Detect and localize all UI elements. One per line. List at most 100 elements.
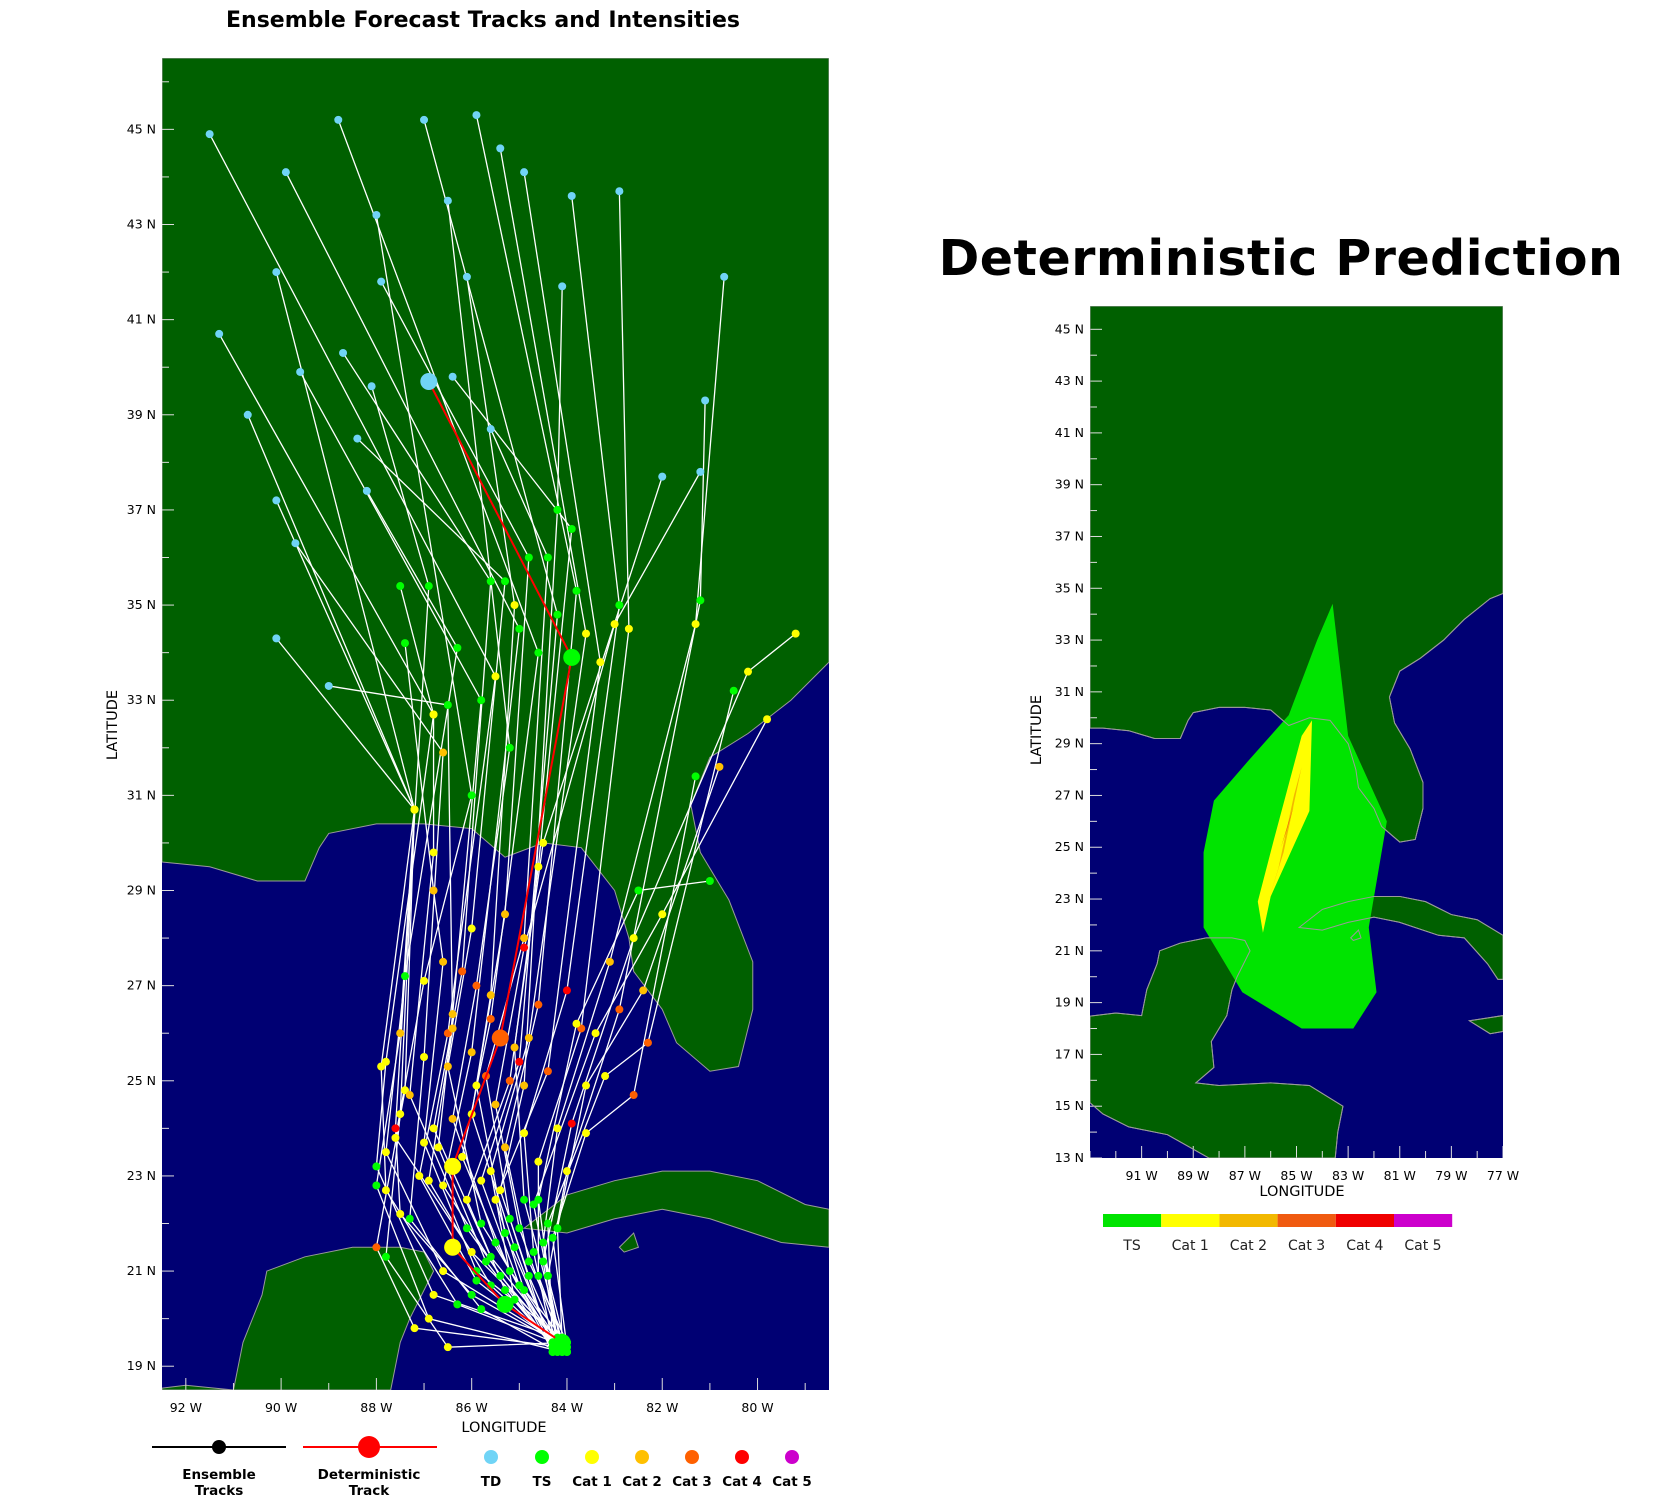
lat-tick-label: 35 N <box>127 597 156 612</box>
ensemble-track-point <box>420 976 429 985</box>
ensemble-track-point <box>634 886 643 895</box>
ensemble-track-point <box>453 1300 462 1309</box>
lon-tick-label: 83 W <box>1332 1168 1364 1183</box>
ensemble-track-point <box>553 1124 562 1133</box>
ensemble-track-point <box>643 1038 652 1047</box>
axis-ticks: 92 W 90 W 88 W 86 W 84 W 82 W 80 W 19 N 21 N 23 N… <box>127 121 774 1415</box>
ensemble-track-point <box>272 268 281 277</box>
ensemble-track-point <box>520 1286 529 1295</box>
colorbar-swatch <box>1394 1214 1453 1227</box>
colorbar-swatch <box>1103 1214 1162 1227</box>
ensemble-map-title: Ensemble Forecast Tracks and Intensities <box>226 8 740 33</box>
ensemble-track-point <box>510 601 519 610</box>
lon-tick-label: 77 W <box>1487 1168 1519 1183</box>
lat-tick-label: 39 N <box>1055 477 1084 492</box>
lon-tick-label: 80 W <box>741 1400 773 1415</box>
lat-tick-label: 31 N <box>1055 684 1084 699</box>
ensemble-track-point <box>272 496 281 505</box>
ensemble-track-point <box>562 986 571 995</box>
lon-tick-label: 82 W <box>646 1400 678 1415</box>
colorbar-swatch <box>1335 1214 1394 1227</box>
ensemble-track-point <box>572 1019 581 1028</box>
ensemble-track-point <box>553 505 562 514</box>
ensemble-track-point <box>472 1267 481 1276</box>
ensemble-track-point <box>381 1252 390 1261</box>
lon-tick-label: 92 W <box>170 1400 202 1415</box>
lat-tick-label: 29 N <box>1055 736 1084 751</box>
ensemble-track-point <box>458 967 467 976</box>
ensemble-track-point <box>486 425 495 434</box>
ensemble-track-point <box>596 658 605 667</box>
ensemble-track-point <box>448 1114 457 1123</box>
ensemble-track-point <box>501 1286 510 1295</box>
ensemble-track-point <box>486 577 495 586</box>
legend-dot-cat3 <box>685 1450 699 1464</box>
ensemble-track-point <box>491 1195 500 1204</box>
ensemble-track-point <box>629 934 638 943</box>
ensemble-track-point <box>582 1129 591 1138</box>
legend-dot-td <box>484 1450 498 1464</box>
ensemble-track-point <box>534 1271 543 1280</box>
ensemble-track-point <box>539 1238 548 1247</box>
ensemble-track-point <box>391 1124 400 1133</box>
legend-label: Cat 5 <box>772 1474 812 1490</box>
ensemble-track-point <box>701 396 710 405</box>
ensemble-tracks <box>205 111 800 1356</box>
ensemble-track-point <box>696 467 705 476</box>
ensemble-track-point <box>396 582 405 591</box>
ensemble-track-point <box>582 629 591 638</box>
lon-tick-label: 84 W <box>551 1400 583 1415</box>
ensemble-track-map: 92 W 90 W 88 W 86 W 84 W 82 W 80 W 19 N 21 N 23 N… <box>127 58 829 1415</box>
ensemble-track-line <box>247 414 563 1353</box>
ensemble-track-line <box>447 200 554 1353</box>
ensemble-track-point <box>362 486 371 495</box>
ensemble-legend-dot <box>212 1440 226 1454</box>
ensemble-track-point <box>639 986 648 995</box>
ensemble-track-point <box>543 1271 552 1280</box>
colorbar-label: Cat 4 <box>1346 1238 1383 1254</box>
ensemble-track-point <box>520 934 529 943</box>
ensemble-track-point <box>400 972 409 981</box>
ensemble-track-point <box>520 1081 529 1090</box>
legend-label: Cat 4 <box>722 1474 762 1490</box>
ensemble-track-point <box>696 596 705 605</box>
ensemble-track-point <box>572 586 581 595</box>
ensemble-track-point <box>763 715 772 724</box>
ensemble-track-point <box>424 582 433 591</box>
colorbar-label: Cat 5 <box>1404 1238 1441 1254</box>
right-y-axis-label: LATITUDE <box>1029 695 1045 765</box>
ensemble-track-point <box>505 743 514 752</box>
lat-tick-label: 25 N <box>127 1073 156 1088</box>
ensemble-track-point <box>720 272 729 281</box>
ensemble-track-point <box>534 862 543 871</box>
ensemble-track-point <box>377 277 386 286</box>
deterministic-legend-label-line2: Track <box>348 1483 390 1499</box>
lon-tick-label: 85 W <box>1280 1168 1312 1183</box>
ensemble-track-point <box>543 553 552 562</box>
left-y-axis-label: LATITUDE <box>105 690 121 760</box>
ensemble-track-point <box>534 1157 543 1166</box>
ensemble-track-point <box>729 686 738 695</box>
lat-tick-label: 21 N <box>1055 943 1084 958</box>
ensemble-track-point <box>658 472 667 481</box>
lat-tick-label: 43 N <box>127 217 156 232</box>
ensemble-track-line <box>466 276 554 1348</box>
ensemble-track-point <box>291 539 300 548</box>
ensemble-track-point <box>391 1133 400 1142</box>
lon-tick-label: 89 W <box>1177 1168 1209 1183</box>
lat-tick-label: 21 N <box>127 1263 156 1278</box>
ensemble-track-line <box>423 119 559 1348</box>
ensemble-track-point <box>501 1229 510 1238</box>
ensemble-track-point <box>705 876 714 885</box>
lat-tick-label: 39 N <box>127 407 156 422</box>
colorbar-swatch <box>1277 1214 1336 1227</box>
ensemble-track-line <box>537 191 630 1353</box>
intensity-colorbar: TS Cat 1 Cat 2 Cat 3 Cat 4 Cat 5 <box>1103 1214 1453 1254</box>
ensemble-track-point <box>281 168 290 177</box>
ensemble-legend-label-line2: Tracks <box>194 1483 244 1499</box>
ensemble-track-point <box>400 639 409 648</box>
ensemble-legend-label-line1: Ensemble <box>182 1467 256 1483</box>
land-central <box>162 1246 435 1390</box>
ensemble-track-point <box>439 1181 448 1190</box>
